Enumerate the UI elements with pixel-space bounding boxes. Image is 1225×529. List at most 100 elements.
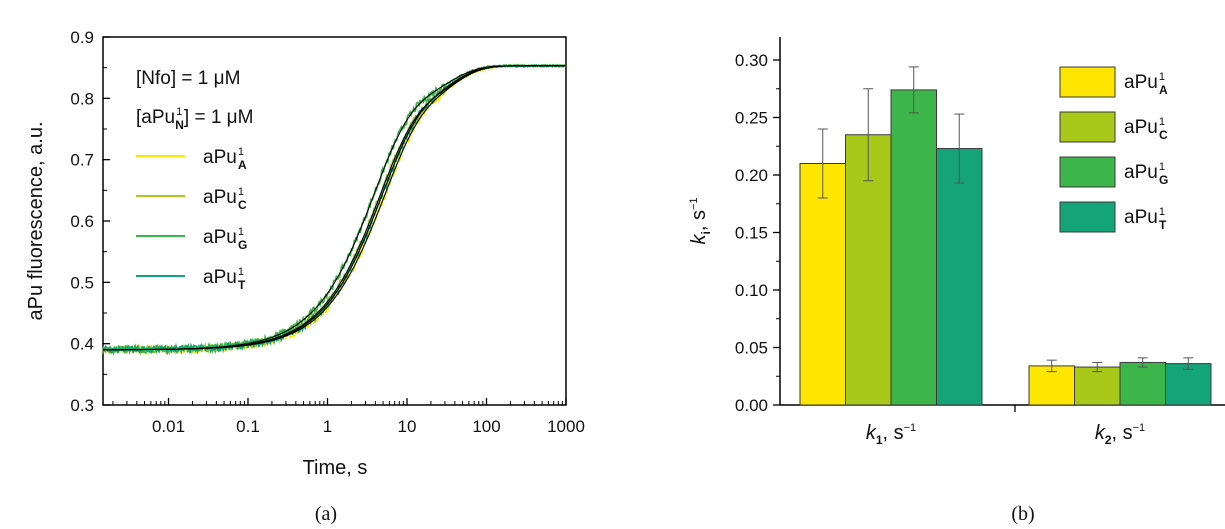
panel-b-y-label-base: k — [688, 234, 710, 245]
x-tick-label: 0.01 — [152, 417, 185, 436]
label-base: aPu — [203, 147, 237, 168]
series-fit-line-T — [103, 65, 566, 351]
legend-swatch-A — [1059, 66, 1116, 98]
panel-a-y-axis-label: aPu fluorescence, a.u. — [25, 121, 47, 320]
cat-suffix: , s — [883, 422, 904, 444]
y-tick-label: 0.30 — [735, 51, 768, 70]
label-base: aPu — [1124, 207, 1158, 228]
panel-a-chart: 0.01 0.1 1 10 100 1000 0.30.40.50.60.70.80.9 … — [25, 28, 585, 479]
label-sub: A — [1159, 83, 1168, 97]
series-data-line-G — [102, 63, 567, 357]
label-sub: C — [238, 198, 247, 212]
x-tick-label: 10 — [398, 417, 417, 436]
y-tick-label: 0.4 — [70, 335, 94, 354]
panel-b-y-label-suffix: , s — [688, 210, 710, 231]
label-sup: 1 — [1159, 161, 1165, 173]
label-sub: G — [238, 238, 247, 252]
annotation-apu-sup: 1 — [176, 106, 182, 118]
y-tick-label: 0.25 — [735, 109, 768, 128]
bar-T-k2 — [1165, 363, 1212, 406]
annotation-apu-suffix: ] = 1 μM — [184, 107, 254, 128]
y-tick-label: 0.9 — [70, 28, 94, 47]
label-base: aPu — [1124, 117, 1158, 138]
panel-b-category-labels: k1, s−1 k2, s−1 — [866, 422, 1145, 447]
label-sub: C — [1159, 128, 1168, 142]
panel-a-y-ticks: 0.3 0.4 0.5 0.6 0.7 0.8 0.9 — [70, 28, 110, 415]
cat-base: k — [866, 422, 877, 444]
x-tick-label: 0.1 — [236, 417, 260, 436]
label-sub: G — [1159, 173, 1168, 187]
legend-label-T: aPu1 T — [203, 266, 246, 292]
cat-sup: −1 — [904, 422, 917, 434]
y-tick-label: 0.10 — [735, 281, 768, 300]
bar-A-k1 — [799, 163, 846, 406]
annotation-apu-concentration: [aPu1 N] = 1 μM — [136, 106, 253, 132]
y-tick-label: 0.6 — [70, 212, 94, 231]
bar-G-k2 — [1119, 361, 1166, 406]
panel-a-x-ticks: 0.01 0.1 1 10 100 1000 — [112, 398, 585, 436]
bar-G-k1 — [890, 89, 937, 406]
label-sup: 1 — [1159, 71, 1165, 83]
legend-label-T: aPu1 T — [1124, 206, 1167, 232]
x-tick-label: 1 — [323, 417, 332, 436]
label-sup: 1 — [238, 266, 244, 278]
panel-a-x-axis-label: Time, s — [303, 457, 368, 479]
label-sup: 1 — [1159, 116, 1165, 128]
label-base: aPu — [203, 187, 237, 208]
y-tick-label: 0.7 — [70, 151, 94, 170]
cat-suffix: , s — [1112, 422, 1133, 444]
legend-label-G: aPu1 G — [1124, 161, 1168, 187]
panel-b-label: (b) — [1011, 503, 1034, 525]
panel-b-y-ticks: 0.00 0.05 0.10 0.15 0.20 0.25 0.30 — [735, 51, 780, 415]
legend-swatch-G — [1059, 156, 1116, 188]
label-base: aPu — [203, 227, 237, 248]
cat-base: k — [1095, 422, 1106, 444]
label-sub: T — [1159, 218, 1167, 232]
bar-C-k2 — [1074, 366, 1121, 406]
label-sub: A — [238, 158, 247, 172]
y-tick-label: 0.05 — [735, 339, 768, 358]
x-tick-label: 100 — [472, 417, 500, 436]
category-label-k1: k1, s−1 — [866, 422, 916, 447]
y-tick-label: 0.5 — [70, 273, 94, 292]
y-tick-label: 0.15 — [735, 224, 768, 243]
legend-label-C: aPu1 C — [1124, 116, 1168, 142]
legend-label-G: aPu1 G — [203, 226, 247, 252]
panel-b-chart: 0.000.050.100.150.200.250.30 ki, s−1 k1,… — [688, 37, 1225, 447]
annotation-apu-sub: N — [175, 118, 184, 132]
cat-sup: −1 — [1133, 422, 1146, 434]
cat-sub: 1 — [876, 433, 883, 447]
annotation-nfo-concentration: [Nfo] = 1 μM — [136, 68, 240, 89]
bar-T-k1 — [936, 148, 983, 406]
label-sup: 1 — [238, 226, 244, 238]
panel-a-label: (a) — [315, 503, 337, 525]
label-base: aPu — [203, 267, 237, 288]
category-label-k2: k2, s−1 — [1095, 422, 1145, 447]
legend-label-A: aPu1 A — [203, 146, 247, 172]
panel-b-bars-group — [799, 66, 1212, 412]
panel-b-y-label-sup: −1 — [688, 197, 700, 210]
legend-swatch-C — [1059, 111, 1116, 143]
legend-label-C: aPu1 C — [203, 186, 247, 212]
label-sub: T — [238, 278, 246, 292]
cat-sub: 2 — [1105, 433, 1112, 447]
panel-b-y-axis-label: ki, s−1 — [688, 197, 713, 244]
label-base: aPu — [1124, 72, 1158, 93]
panel-a-series-group — [102, 63, 567, 357]
label-sup: 1 — [238, 146, 244, 158]
y-tick-label: 0.00 — [735, 396, 768, 415]
label-sup: 1 — [1159, 206, 1165, 218]
annotation-apu-prefix: [aPu — [136, 107, 175, 128]
y-tick-label: 0.8 — [70, 89, 94, 108]
y-tick-label: 0.3 — [70, 396, 94, 415]
label-base: aPu — [1124, 162, 1158, 183]
legend-swatch-T — [1059, 201, 1116, 233]
panel-b-y-label-sub: i — [699, 231, 713, 234]
label-sup: 1 — [238, 186, 244, 198]
legend-label-A: aPu1 A — [1124, 71, 1168, 97]
y-tick-label: 0.20 — [735, 166, 768, 185]
x-tick-label: 1000 — [547, 417, 585, 436]
